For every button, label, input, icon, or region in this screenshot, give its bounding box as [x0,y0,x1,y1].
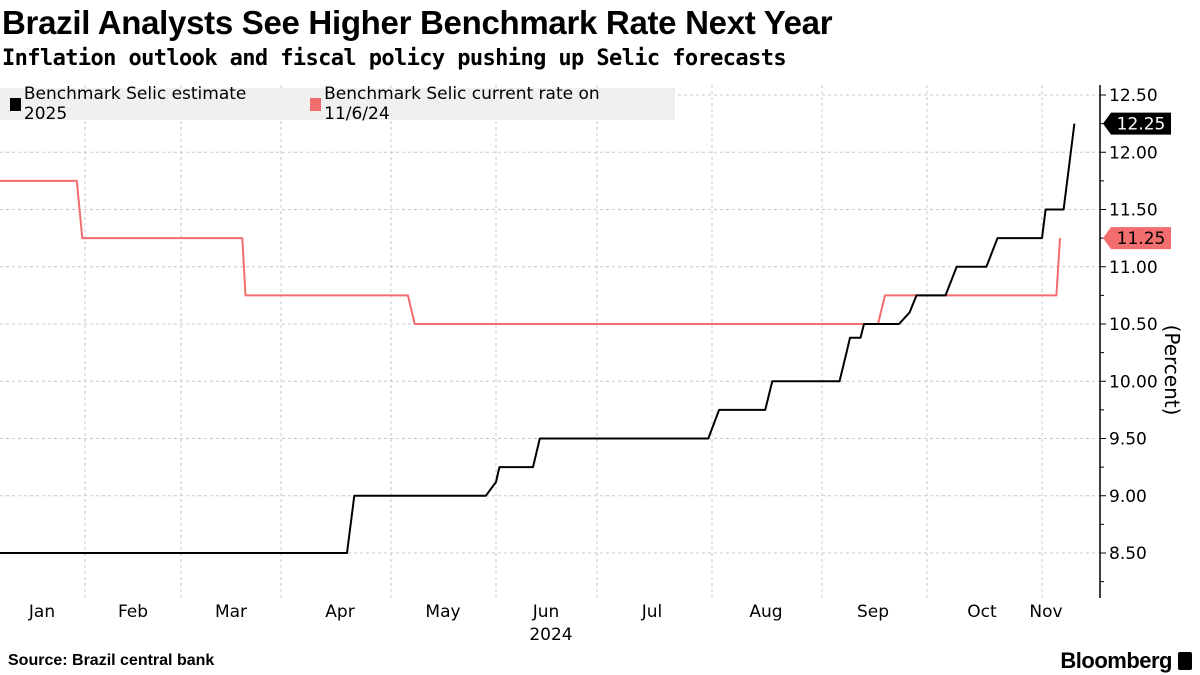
y-axis-label: (Percent) [1160,324,1184,416]
y-tick-label: 9.50 [1109,430,1147,450]
y-tick-label: 12.00 [1109,143,1158,163]
x-tick-label: Nov [1029,602,1062,622]
legend-item-current: Benchmark Selic current rate on 11/6/24 [310,84,667,124]
x-tick-label: Sep [857,602,889,622]
x-tick-label: Jul [641,602,663,622]
last-value-badge [1103,112,1171,135]
x-tick-label: Mar [215,602,247,622]
x-year-label: 2024 [529,625,572,645]
legend: Benchmark Selic estimate 2025 Benchmark … [0,84,675,124]
x-tick-label: Oct [967,602,997,622]
x-tick-label: May [425,602,460,622]
last-value-label: 12.25 [1117,115,1166,135]
x-tick-label: Apr [325,602,354,622]
series-line-estimate-2025 [0,123,1076,554]
y-tick-label: 10.50 [1109,315,1158,335]
x-tick-label: Jan [28,602,55,622]
y-tick-label: 8.50 [1109,544,1147,564]
last-value-badge [1103,227,1171,250]
last-value-label: 11.25 [1117,229,1166,249]
legend-label: Benchmark Selic estimate 2025 [23,84,247,124]
legend-swatch-red [310,97,322,111]
legend-swatch-black [10,97,21,111]
x-tick-label: Feb [118,602,148,622]
y-tick-label: 12.50 [1109,86,1158,106]
legend-label: Benchmark Selic current rate on 11/6/24 [324,84,600,124]
chart-title: Brazil Analysts See Higher Benchmark Rat… [2,4,833,41]
y-tick-label: 9.00 [1109,487,1147,507]
x-tick-label: Jun [532,602,560,622]
source-note: Source: Brazil central bank [8,652,215,669]
y-tick-label: 11.50 [1109,201,1158,221]
brand-text: Bloomberg [1060,648,1172,673]
bloomberg-logo-icon [1178,652,1192,670]
chart-subtitle: Inflation outlook and fiscal policy push… [2,46,787,71]
x-tick-label: Aug [749,602,782,622]
legend-item-estimate: Benchmark Selic estimate 2025 [10,84,292,124]
y-tick-label: 11.00 [1109,258,1158,278]
series-line-current-rate [0,179,1061,325]
bloomberg-logo: Bloomberg [1060,648,1192,674]
y-tick-label: 10.00 [1109,372,1158,392]
